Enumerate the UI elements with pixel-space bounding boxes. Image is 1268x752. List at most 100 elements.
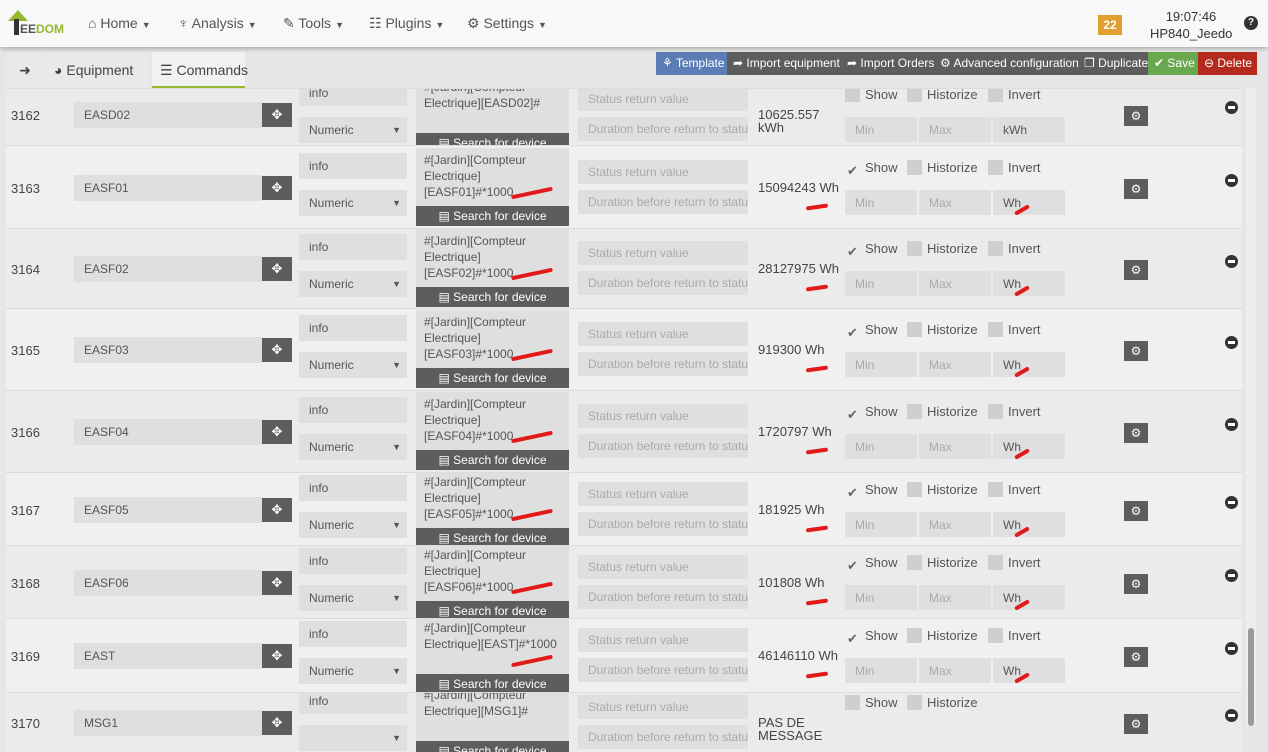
historize-checkbox[interactable]: Historize	[907, 322, 978, 338]
historize-checkbox[interactable]: Historize	[907, 159, 978, 176]
subtype-select[interactable]: Numeric ▼	[299, 189, 407, 216]
search-device-button[interactable]: ▤ Search for device	[416, 287, 569, 307]
remove-command-icon[interactable]	[1225, 568, 1238, 582]
tab-equipment[interactable]: ◕ Equipment	[46, 52, 150, 88]
min-input[interactable]: Min	[845, 434, 917, 459]
advanced-configuration-button[interactable]: ⚙ Advanced configuration	[934, 52, 1079, 75]
max-input[interactable]: Max	[919, 189, 991, 215]
calculation-textarea[interactable]: #[Jardin][Compteur Electrique][EASF04]#*…	[416, 392, 569, 450]
type-select[interactable]: info	[299, 152, 407, 179]
invert-checkbox[interactable]: Invert	[988, 159, 1041, 176]
command-name-input[interactable]: EASF06	[74, 569, 262, 596]
show-checkbox[interactable]: ✔ Show	[845, 241, 897, 259]
type-select[interactable]: info	[299, 693, 407, 714]
command-name-input[interactable]: EASF04	[74, 419, 262, 445]
icon-picker-button[interactable]: ✥	[262, 644, 292, 668]
type-select[interactable]: info	[299, 89, 407, 106]
calculation-textarea[interactable]: #[Jardin][Compteur Electrique] [EASF05]#…	[416, 473, 569, 528]
menu-analysis[interactable]: ♆ Analysis ▼	[178, 15, 257, 31]
type-select[interactable]: info	[299, 474, 407, 501]
calculation-textarea[interactable]: #[Jardin][Compteur Electrique][EASF03]#*…	[416, 310, 569, 368]
max-input[interactable]: Max	[919, 434, 991, 459]
advanced-config-button[interactable]: ⚙	[1124, 260, 1148, 280]
status-return-input[interactable]: Status return value	[578, 481, 748, 506]
subtype-select[interactable]: Numeric ▼	[299, 658, 407, 684]
status-return-input[interactable]: Status return value	[578, 628, 748, 652]
unit-input[interactable]: Wh	[993, 352, 1065, 377]
min-input[interactable]: Min	[845, 117, 917, 142]
status-return-input[interactable]: Status return value	[578, 159, 748, 184]
advanced-config-button[interactable]: ⚙	[1124, 573, 1148, 594]
duration-input[interactable]: Duration before return to status value	[578, 189, 748, 214]
delete-button[interactable]: ⊖ Delete	[1198, 52, 1257, 75]
icon-picker-button[interactable]: ✥	[262, 257, 292, 281]
menu-plugins[interactable]: ☷ Plugins ▼	[369, 15, 444, 32]
duration-input[interactable]: Duration before return to status value	[578, 658, 748, 682]
show-checkbox[interactable]: Show	[845, 89, 898, 103]
calculation-textarea[interactable]: #[Jardin][Compteur Electrique] [EASF06]#…	[416, 546, 569, 601]
command-name-input[interactable]: EASF03	[74, 337, 262, 363]
duration-input[interactable]: Duration before return to status value	[578, 271, 748, 295]
type-select[interactable]: info	[299, 621, 407, 647]
search-device-button[interactable]: ▤ Search for device	[416, 674, 569, 692]
scrollbar[interactable]	[1246, 88, 1256, 726]
command-name-input[interactable]: MSG1	[74, 710, 262, 736]
subtype-select[interactable]: ▼	[299, 725, 407, 751]
unit-input[interactable]: Wh	[993, 658, 1065, 683]
remove-command-icon[interactable]	[1225, 255, 1238, 268]
invert-checkbox[interactable]: Invert	[988, 241, 1041, 257]
invert-checkbox[interactable]: Invert	[988, 554, 1041, 571]
icon-picker-button[interactable]: ✥	[262, 711, 292, 735]
search-device-button[interactable]: ▤ Search for device	[416, 527, 569, 545]
subtype-select[interactable]: Numeric ▼	[299, 434, 407, 460]
unit-input[interactable]: Wh	[993, 584, 1065, 610]
advanced-config-button[interactable]: ⚙	[1124, 106, 1148, 126]
historize-checkbox[interactable]: Historize	[907, 695, 978, 711]
min-input[interactable]: Min	[845, 584, 917, 610]
unit-input[interactable]: Wh	[993, 271, 1065, 296]
remove-command-icon[interactable]	[1225, 709, 1238, 722]
advanced-config-button[interactable]: ⚙	[1124, 178, 1148, 199]
show-checkbox[interactable]: ✔ Show	[845, 160, 897, 178]
show-checkbox[interactable]: ✔ Show	[845, 404, 897, 422]
unit-input[interactable]: Wh	[993, 434, 1065, 459]
subtype-select[interactable]: Numeric ▼	[299, 271, 407, 297]
status-return-input[interactable]: Status return value	[578, 404, 748, 428]
show-checkbox[interactable]: ✔ Show	[845, 322, 897, 340]
duration-input[interactable]: Duration before return to status value	[578, 352, 748, 376]
type-select[interactable]: info	[299, 397, 407, 423]
historize-checkbox[interactable]: Historize	[907, 241, 978, 257]
max-input[interactable]: Max	[919, 584, 991, 610]
invert-checkbox[interactable]: Invert	[988, 322, 1041, 338]
icon-picker-button[interactable]: ✥	[262, 497, 292, 522]
search-device-button[interactable]: ▤ Search for device	[416, 600, 569, 618]
unit-input[interactable]: Wh	[993, 511, 1065, 537]
advanced-config-button[interactable]: ⚙	[1124, 341, 1148, 361]
status-return-input[interactable]: Status return value	[578, 89, 748, 111]
duration-input[interactable]: Duration before return to status value	[578, 584, 748, 609]
remove-command-icon[interactable]	[1225, 336, 1238, 349]
remove-command-icon[interactable]	[1225, 642, 1238, 655]
calculation-textarea[interactable]: #[Jardin][Compteur Electrique][EAST]#*10…	[416, 619, 569, 674]
advanced-config-button[interactable]: ⚙	[1124, 500, 1148, 521]
status-return-input[interactable]: Status return value	[578, 241, 748, 265]
subtype-select[interactable]: Numeric ▼	[299, 584, 407, 611]
search-device-button[interactable]: ▤ Search for device	[416, 205, 569, 226]
historize-checkbox[interactable]: Historize	[907, 404, 978, 420]
min-input[interactable]: Min	[845, 511, 917, 537]
show-checkbox[interactable]: ✔ Show	[845, 482, 897, 500]
min-input[interactable]: Min	[845, 189, 917, 215]
import-orders-button[interactable]: ➦ Import Orders	[841, 52, 934, 75]
command-name-input[interactable]: EASD02	[74, 102, 262, 128]
search-device-button[interactable]: ▤ Search for device	[416, 450, 569, 470]
advanced-config-button[interactable]: ⚙	[1124, 714, 1148, 734]
subtype-select[interactable]: Numeric ▼	[299, 352, 407, 378]
search-device-button[interactable]: ▤ Search for device	[416, 133, 569, 145]
duplicate-button[interactable]: ❐ Duplicate	[1078, 52, 1148, 75]
min-input[interactable]: Min	[845, 658, 917, 683]
status-return-input[interactable]: Status return value	[578, 322, 748, 346]
unit-input[interactable]: Wh	[993, 189, 1065, 215]
command-name-input[interactable]: EASF02	[74, 256, 262, 282]
jeedom-logo[interactable]: EEDOM	[6, 7, 70, 37]
status-return-input[interactable]: Status return value	[578, 695, 748, 719]
